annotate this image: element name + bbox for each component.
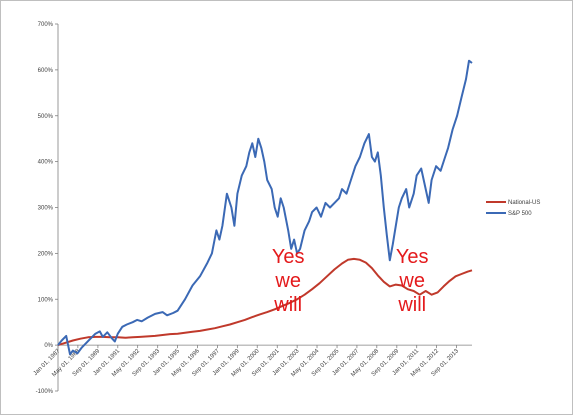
annotation-text: Yes bbox=[272, 246, 305, 268]
y-tick-label: -100% bbox=[36, 389, 54, 395]
annotation-text: we bbox=[274, 270, 301, 292]
annotation-text: we bbox=[398, 270, 425, 292]
y-tick-label: 700% bbox=[38, 22, 54, 28]
y-tick-label: 600% bbox=[38, 68, 54, 74]
y-tick-label: 400% bbox=[38, 160, 54, 166]
y-tick-label: 0% bbox=[44, 343, 53, 349]
legend-label: National-US bbox=[508, 200, 540, 206]
y-tick-label: 100% bbox=[38, 297, 54, 303]
y-tick-label: 300% bbox=[38, 206, 54, 212]
legend: National-US S&P 500 bbox=[486, 200, 540, 217]
legend-label: S&P 500 bbox=[508, 211, 532, 217]
y-tick-label: 500% bbox=[38, 114, 54, 120]
series-line-national-us bbox=[57, 257, 473, 347]
annotation-text: will bbox=[273, 294, 302, 316]
y-tick-label: 200% bbox=[38, 251, 54, 257]
annotation-text: Yes bbox=[396, 246, 429, 268]
series-lines bbox=[57, 59, 473, 356]
annotation-text: will bbox=[397, 294, 426, 316]
series-line-sp500 bbox=[57, 59, 473, 356]
y-tick-labels: -100% 0% 100% 200% 300% 400% 500% 600% 700% bbox=[36, 22, 58, 395]
